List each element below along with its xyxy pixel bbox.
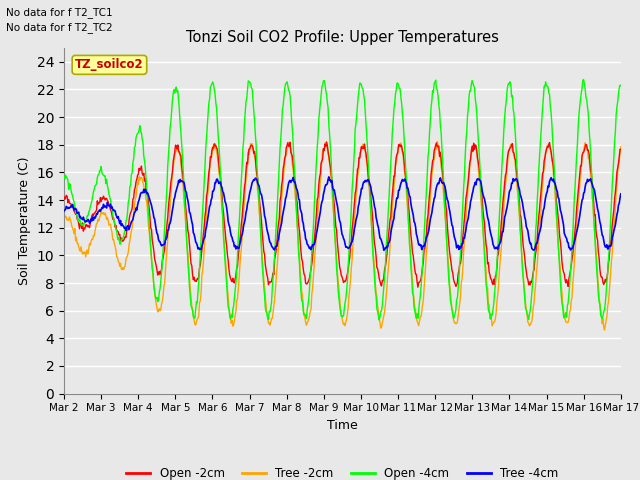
- X-axis label: Time: Time: [327, 419, 358, 432]
- Legend: Open -2cm, Tree -2cm, Open -4cm, Tree -4cm: Open -2cm, Tree -2cm, Open -4cm, Tree -4…: [122, 462, 563, 480]
- Y-axis label: Soil Temperature (C): Soil Temperature (C): [18, 156, 31, 285]
- Text: No data for f T2_TC2: No data for f T2_TC2: [6, 22, 113, 33]
- Text: TZ_soilco2: TZ_soilco2: [75, 59, 144, 72]
- Title: Tonzi Soil CO2 Profile: Upper Temperatures: Tonzi Soil CO2 Profile: Upper Temperatur…: [186, 30, 499, 46]
- Text: No data for f T2_TC1: No data for f T2_TC1: [6, 7, 113, 18]
